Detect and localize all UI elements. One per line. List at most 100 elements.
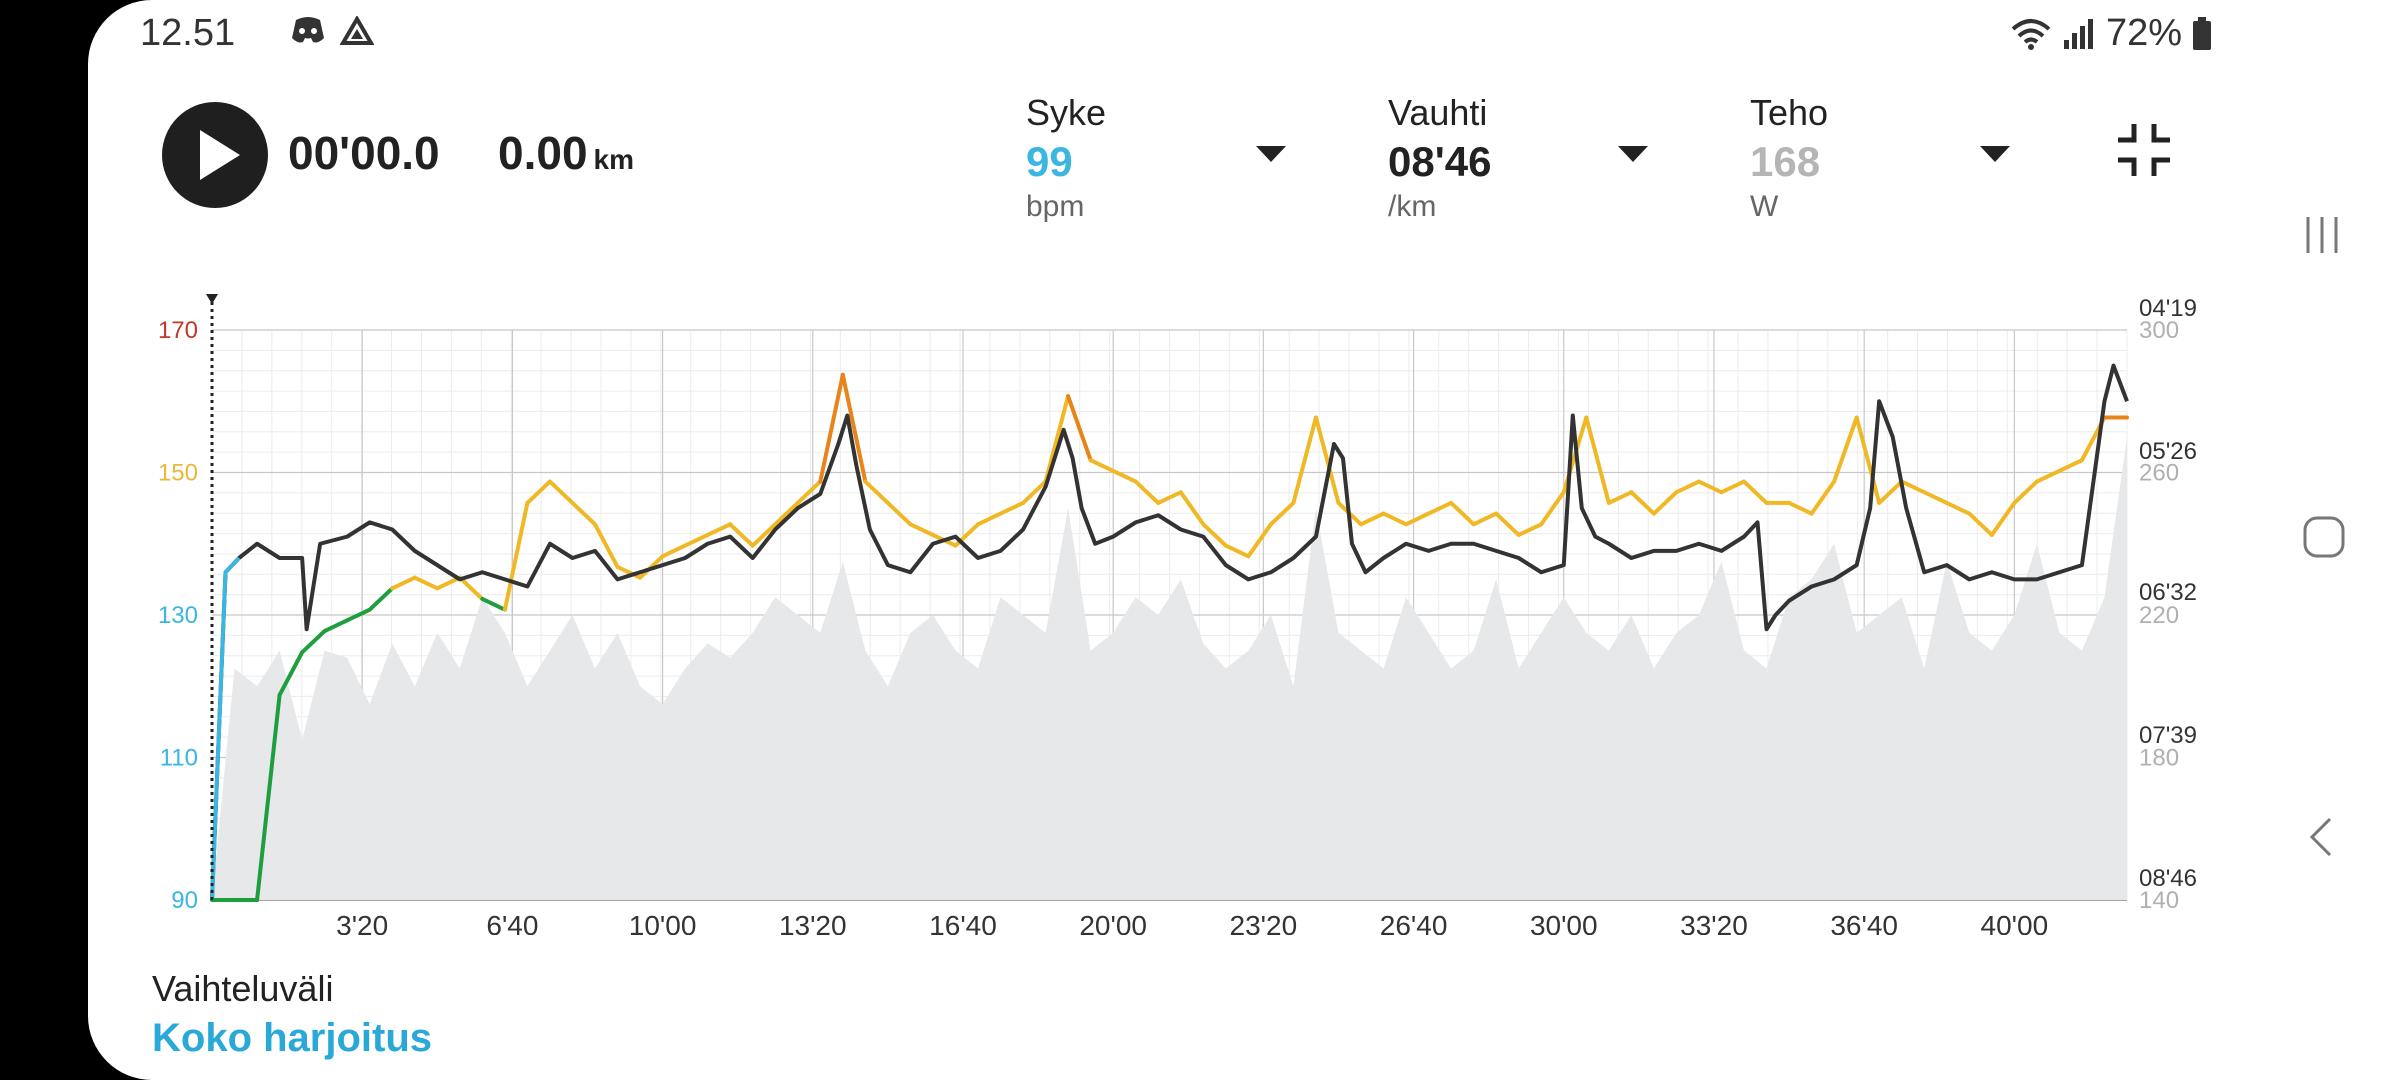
metric-label: Vauhti [1388,92,1488,133]
x-tick-label: 16'40 [929,910,997,935]
power-tick-label: 220 [2139,602,2179,629]
pace-line-segment [1359,511,1386,527]
caret-down-icon [1980,146,2010,162]
power-tick-label: 180 [2139,745,2179,772]
pace-line-segment [255,693,282,902]
x-tick-label: 10'00 [629,910,697,935]
pace-tick-label: 05'26 [2139,438,2197,465]
pace-line-segment [1606,490,1634,505]
x-tick-label: 13'20 [779,910,847,935]
x-tick-label: 3'20 [336,910,388,935]
pace-line-segment [1201,522,1228,548]
pace-line-segment [1246,522,1273,559]
power-area [212,436,2127,900]
pace-line-segment [570,500,597,527]
pace-line-segment [1742,479,1769,505]
pace-line-segment [908,522,935,537]
pace-line-segment [1539,490,1566,527]
hr-tick-label: 150 [158,460,198,487]
workout-chart[interactable]: 3'20 6'40 10'00 13'20 16'40 20'00 23'20 26'40 30… [88,285,2278,935]
pace-line-segment [1066,394,1093,463]
pace-line-segment [547,479,575,505]
pace-line-segment [345,607,372,623]
pace-line-segment [2057,458,2084,473]
pace-line-segment [525,479,552,505]
pace-line-segment [1426,500,1454,516]
recent-apps-icon[interactable] [2302,215,2342,255]
x-tick-label: 23'20 [1230,910,1298,935]
power-tick-label: 300 [2139,317,2179,344]
metric-selector-syke[interactable]: Syke 99 bpm [1026,92,1286,224]
pace-line-segment [1696,479,1724,495]
metric-unit: bpm [1026,190,1085,223]
distance-value: 0.00 [498,127,588,179]
metric-unit: W [1750,190,1779,223]
pace-line-segment [1967,511,1994,537]
metric-value: 168 [1750,138,1821,185]
pace-line-segment [1877,479,1904,505]
pace-line-segment [457,575,485,601]
power-tick-label: 140 [2139,887,2179,914]
back-icon[interactable] [2302,815,2342,859]
metric-selector-teho[interactable]: Teho 168 W [1750,92,2010,224]
pace-line-segment [773,500,800,527]
pace-line-segment [1111,468,1138,484]
pace-line-segment [322,618,350,634]
power-tick-label: 260 [2139,460,2179,487]
pace-line-segment [976,511,1003,527]
pace-tick-label: 06'32 [2139,579,2197,606]
range-label: Vaihteluväli [152,968,334,1009]
distance-unit: km [593,144,634,175]
wifi-icon [2011,18,2051,50]
pace-line-segment [750,522,778,548]
pace-line-segment [1449,500,1476,527]
pace-line-segment [1156,490,1183,505]
play-button[interactable] [162,102,268,208]
pace-line-segment [1021,479,1048,505]
pace-line-segment [795,479,823,505]
home-icon[interactable] [2302,515,2346,559]
x-tick-label: 20'00 [1079,910,1147,935]
pace-line-segment [1088,458,1116,473]
metric-value: 99 [1026,138,1073,185]
pace-line-segment [1854,415,1882,505]
pace-line-segment [2034,468,2062,484]
x-tick-label: 30'00 [1530,910,1598,935]
pace-line-segment [1223,543,1251,559]
pace-line-segment [390,575,417,591]
range-selector[interactable]: Koko harjoitus [152,1016,433,1060]
distance-readout: 0.00 km [498,126,634,180]
hr-tick-label: 170 [158,317,198,344]
pace-line-segment [840,372,868,484]
metric-unit: /km [1388,190,1437,223]
pace-line-segment [1922,490,1949,505]
heart-rate-line [210,363,2129,901]
x-tick-label: 26'40 [1380,910,1448,935]
pace-line-segment [300,629,327,655]
caret-down-icon [1256,146,1286,162]
pace-line-segment [1787,500,1814,516]
pace-line-segment [615,564,643,580]
pace-line-segment [1832,415,1859,484]
pace-line-segment [412,575,440,591]
pace-line-segment [1043,394,1071,484]
battery-percent: 72% [2105,12,2182,54]
pace-line-segment [885,500,913,527]
pace-line-segment [1719,479,1746,495]
pace-line-segment [1268,500,1296,527]
collapse-fullscreen-icon[interactable] [2116,122,2172,178]
discord-icon [292,17,324,43]
metric-selector-vauhti[interactable]: Vauhti 08'46 /km [1388,92,1648,224]
pace-line-segment [593,522,620,569]
pace-line-segment [502,500,530,612]
pace-line-segment [1404,511,1431,527]
x-tick-label: 6'40 [486,910,538,935]
elapsed-time: 00'00.0 [288,127,440,179]
system-navbar [2278,0,2400,1080]
pace-line-segment [998,500,1026,516]
x-tick-label: 36'40 [1830,910,1898,935]
hr-tick-label: 130 [158,602,198,629]
pace-line-segment [863,479,890,505]
pace-tick-label: 08'46 [2139,865,2197,892]
pace-line-segment [277,650,305,698]
